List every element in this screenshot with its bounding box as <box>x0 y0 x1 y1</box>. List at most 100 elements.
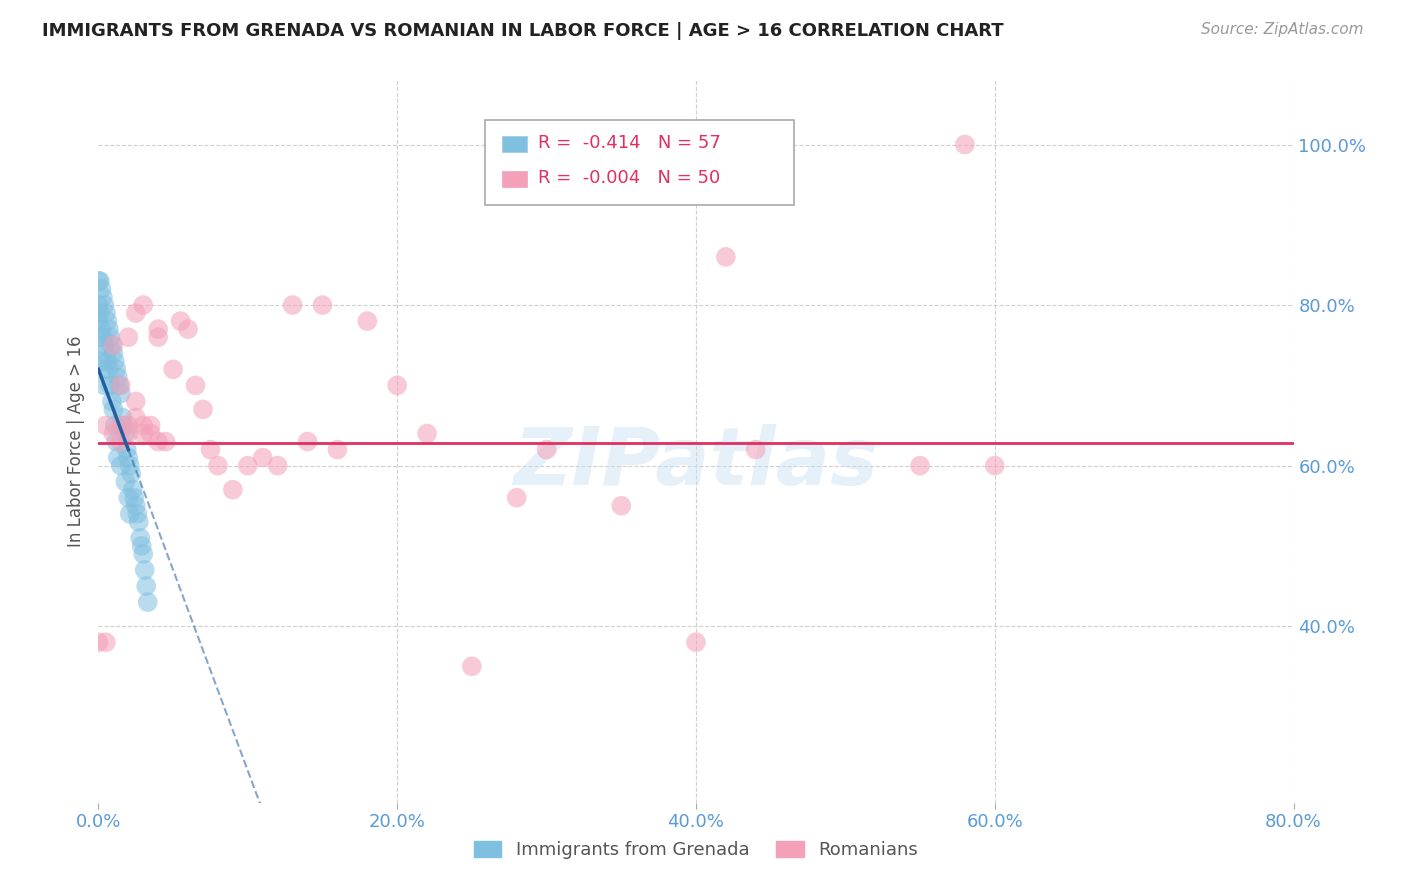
Point <box>252 450 274 465</box>
Point <box>131 539 153 553</box>
Point <box>96 314 118 328</box>
Point <box>125 394 148 409</box>
Point <box>416 426 439 441</box>
Point <box>117 426 139 441</box>
Point <box>101 394 124 409</box>
Point <box>908 458 931 473</box>
Point <box>281 298 304 312</box>
Point <box>139 418 162 433</box>
Point <box>326 442 349 457</box>
Point <box>155 434 177 449</box>
Point <box>117 418 139 433</box>
Point <box>118 507 141 521</box>
Point <box>91 362 114 376</box>
Point <box>136 595 159 609</box>
Point <box>506 491 529 505</box>
Point <box>125 410 148 425</box>
Point <box>108 378 131 392</box>
Point <box>118 458 141 473</box>
Point <box>98 378 122 392</box>
Point <box>135 579 157 593</box>
Point <box>114 475 136 489</box>
Point <box>103 402 125 417</box>
Point <box>87 635 110 649</box>
Point <box>110 458 132 473</box>
Point <box>110 418 132 433</box>
Point <box>91 330 114 344</box>
Point <box>94 346 117 360</box>
Point <box>107 450 129 465</box>
Point <box>104 354 127 368</box>
Point <box>200 442 222 457</box>
Point <box>148 322 170 336</box>
Point <box>89 330 111 344</box>
Point <box>110 434 132 449</box>
Point <box>105 434 128 449</box>
Point <box>117 330 139 344</box>
Point <box>134 563 156 577</box>
Point <box>94 306 117 320</box>
Y-axis label: In Labor Force | Age > 16: In Labor Force | Age > 16 <box>67 335 86 548</box>
Point <box>94 418 117 433</box>
Point <box>93 338 115 352</box>
Point <box>129 531 152 545</box>
Point <box>98 330 122 344</box>
Point <box>120 467 142 481</box>
Text: ZIPatlas: ZIPatlas <box>513 425 879 502</box>
Point <box>139 426 162 441</box>
Point <box>112 418 135 433</box>
Point <box>114 426 136 441</box>
Point <box>117 450 139 465</box>
Point <box>385 378 409 392</box>
Point <box>125 499 148 513</box>
Point <box>953 137 976 152</box>
Point <box>90 354 112 368</box>
Point <box>93 378 115 392</box>
Point <box>128 515 150 529</box>
Point <box>222 483 245 497</box>
Point <box>984 458 1007 473</box>
Point <box>103 346 125 360</box>
Text: Source: ZipAtlas.com: Source: ZipAtlas.com <box>1201 22 1364 37</box>
Point <box>745 442 768 457</box>
Point <box>169 314 191 328</box>
Point <box>105 362 128 376</box>
Point <box>127 507 149 521</box>
Point <box>132 418 155 433</box>
Point <box>87 298 110 312</box>
Point <box>132 547 155 561</box>
Text: R =  -0.414   N = 57: R = -0.414 N = 57 <box>538 134 721 152</box>
Point <box>356 314 378 328</box>
Point <box>107 370 129 384</box>
Point <box>610 499 633 513</box>
Point <box>191 402 214 417</box>
Point <box>124 491 146 505</box>
Point <box>184 378 207 392</box>
Point <box>177 322 200 336</box>
Point <box>103 338 125 352</box>
Point <box>132 426 155 441</box>
Point <box>311 298 333 312</box>
Point <box>96 354 118 368</box>
Point <box>101 338 124 352</box>
Point <box>90 322 112 336</box>
Point <box>117 491 139 505</box>
Point <box>97 322 120 336</box>
Point <box>87 314 110 328</box>
Text: IMMIGRANTS FROM GRENADA VS ROMANIAN IN LABOR FORCE | AGE > 16 CORRELATION CHART: IMMIGRANTS FROM GRENADA VS ROMANIAN IN L… <box>42 22 1004 40</box>
Point <box>90 282 112 296</box>
Point <box>94 635 117 649</box>
Point <box>714 250 737 264</box>
Point <box>236 458 259 473</box>
Point <box>97 362 120 376</box>
Point <box>207 458 229 473</box>
Point <box>148 434 170 449</box>
Text: R =  -0.004   N = 50: R = -0.004 N = 50 <box>538 169 721 187</box>
Point <box>87 274 110 288</box>
Point <box>148 330 170 344</box>
Point <box>89 306 111 320</box>
Point <box>685 635 707 649</box>
Point <box>297 434 319 449</box>
Point <box>162 362 184 376</box>
Point <box>89 274 111 288</box>
